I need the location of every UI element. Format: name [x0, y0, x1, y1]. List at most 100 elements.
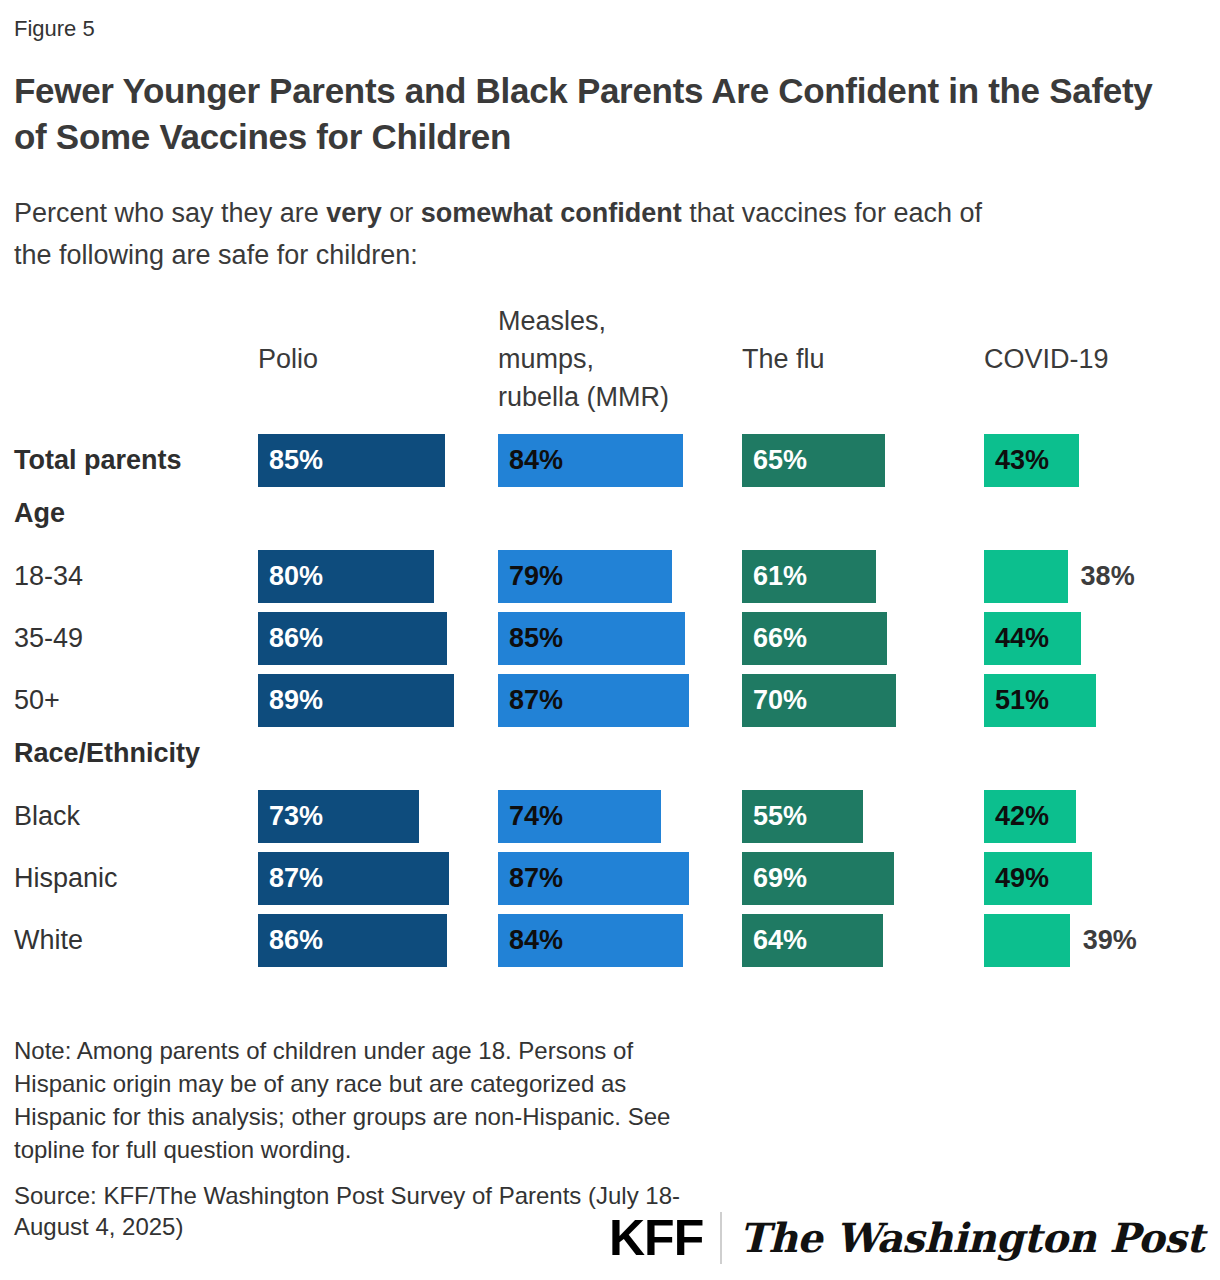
bar-value-label: 65% — [742, 445, 807, 476]
bar-cell-the-flu-total-parents: 65% — [742, 434, 984, 487]
bar-value-label: 38% — [1068, 561, 1135, 592]
bar-value-label: 85% — [258, 445, 323, 476]
bar-chart: Polio Measles, mumps, rubella (MMR) The … — [14, 302, 1206, 967]
bar-the-flu-35-49: 66% — [742, 612, 887, 665]
kff-logo: KFF — [609, 1212, 703, 1264]
bar-cell-polio-total-parents: 85% — [258, 434, 498, 487]
note-text: Note: Among parents of children under ag… — [14, 1034, 704, 1166]
bar-value-label: 51% — [984, 685, 1049, 716]
bar-polio-hispanic: 87% — [258, 852, 449, 905]
bar-value-label: 89% — [258, 685, 323, 716]
bar-row-50: 50+89% 87% 70%51% — [14, 674, 1206, 727]
bar-covid-19-total-parents: 43% — [984, 434, 1079, 487]
bar-covid-19-18-34 — [984, 550, 1068, 603]
chart-title: Fewer Younger Parents and Black Parents … — [14, 68, 1174, 160]
bar-cell-measles-mumps-rubella-mmr-50: 87% — [498, 674, 742, 727]
bar-cell-measles-mumps-rubella-mmr-total-parents: 84% — [498, 434, 742, 487]
bar-cell-polio-black: 73% — [258, 790, 498, 843]
bar-cell-the-flu-black: 55% — [742, 790, 984, 843]
bar-polio-total-parents: 85% — [258, 434, 445, 487]
column-header-covid19: COVID-19 — [984, 340, 1206, 378]
row-label-white: White — [14, 925, 258, 956]
bar-cell-covid-19-18-34: 38% — [984, 550, 1206, 603]
bar-cell-covid-19-35-49: 44% — [984, 612, 1206, 665]
figure-label: Figure 5 — [14, 16, 1206, 42]
bar-covid-19-white — [984, 914, 1070, 967]
bar-covid-19-50: 51% — [984, 674, 1096, 727]
row-label-50: 50+ — [14, 685, 258, 716]
bar-value-label: 87% — [498, 685, 563, 716]
bar-value-label: 49% — [984, 863, 1049, 894]
group-header-age: Age — [14, 496, 1206, 530]
bar-measles-mumps-rubella-mmr-black: 74% — [498, 790, 661, 843]
bar-row-18-34: 18-3480% 79% 61% 38% — [14, 550, 1206, 603]
bar-value-label: 86% — [258, 623, 323, 654]
bar-polio-35-49: 86% — [258, 612, 447, 665]
logo-lockup: KFF The Washington Post — [609, 1212, 1204, 1264]
bar-value-label: 79% — [498, 561, 563, 592]
bar-value-label: 86% — [258, 925, 323, 956]
bar-value-label: 87% — [258, 863, 323, 894]
bar-cell-measles-mumps-rubella-mmr-white: 84% — [498, 914, 742, 967]
bar-covid-19-black: 42% — [984, 790, 1076, 843]
bar-row-black: Black73% 74% 55% 42% — [14, 790, 1206, 843]
bar-value-label: 87% — [498, 863, 563, 894]
bar-measles-mumps-rubella-mmr-18-34: 79% — [498, 550, 672, 603]
subtitle-text-prefix: Percent who say they are — [14, 198, 326, 228]
subtitle-bold-somewhat-confident: somewhat confident — [421, 198, 682, 228]
column-header-mmr: Measles, mumps, rubella (MMR) — [498, 302, 742, 416]
bar-cell-the-flu-50: 70% — [742, 674, 984, 727]
row-label-35-49: 35-49 — [14, 623, 258, 654]
bar-covid-19-hispanic: 49% — [984, 852, 1092, 905]
bar-measles-mumps-rubella-mmr-35-49: 85% — [498, 612, 685, 665]
bar-measles-mumps-rubella-mmr-total-parents: 84% — [498, 434, 683, 487]
chart-body: Total parents85%84%65%43%Age18-3480%79%6… — [14, 434, 1206, 967]
bar-cell-covid-19-hispanic: 49% — [984, 852, 1206, 905]
bar-cell-measles-mumps-rubella-mmr-black: 74% — [498, 790, 742, 843]
figure-page: Figure 5 Fewer Younger Parents and Black… — [0, 0, 1220, 1280]
bar-cell-polio-white: 86% — [258, 914, 498, 967]
bar-the-flu-black: 55% — [742, 790, 863, 843]
washington-post-logo: The Washington Post — [739, 1212, 1204, 1264]
column-header-row: Polio Measles, mumps, rubella (MMR) The … — [14, 302, 1206, 416]
bar-measles-mumps-rubella-mmr-50: 87% — [498, 674, 689, 727]
bar-cell-covid-19-50: 51% — [984, 674, 1206, 727]
bar-row-white: White86% 84% 64% 39% — [14, 914, 1206, 967]
bar-value-label: 61% — [742, 561, 807, 592]
bar-value-label: 64% — [742, 925, 807, 956]
subtitle-bold-very: very — [326, 198, 382, 228]
bar-value-label: 80% — [258, 561, 323, 592]
bar-cell-polio-18-34: 80% — [258, 550, 498, 603]
bar-the-flu-18-34: 61% — [742, 550, 876, 603]
bar-cell-polio-35-49: 86% — [258, 612, 498, 665]
row-label-black: Black — [14, 801, 258, 832]
bar-cell-measles-mumps-rubella-mmr-hispanic: 87% — [498, 852, 742, 905]
row-label-18-34: 18-34 — [14, 561, 258, 592]
bar-cell-polio-hispanic: 87% — [258, 852, 498, 905]
bar-value-label: 84% — [498, 925, 563, 956]
bar-polio-50: 89% — [258, 674, 454, 727]
bar-polio-18-34: 80% — [258, 550, 434, 603]
bar-cell-the-flu-35-49: 66% — [742, 612, 984, 665]
bar-the-flu-total-parents: 65% — [742, 434, 885, 487]
bar-cell-covid-19-black: 42% — [984, 790, 1206, 843]
bar-polio-white: 86% — [258, 914, 447, 967]
bar-cell-polio-50: 89% — [258, 674, 498, 727]
subtitle-text-mid: or — [382, 198, 421, 228]
row-label-total-parents: Total parents — [14, 445, 258, 476]
bar-value-label: 39% — [1070, 925, 1137, 956]
bar-value-label: 73% — [258, 801, 323, 832]
bar-value-label: 43% — [984, 445, 1049, 476]
bar-value-label: 84% — [498, 445, 563, 476]
logo-divider — [720, 1212, 722, 1264]
bar-polio-black: 73% — [258, 790, 419, 843]
bar-the-flu-hispanic: 69% — [742, 852, 894, 905]
bar-row-total-parents: Total parents85% 84% 65% 43% — [14, 434, 1206, 487]
bar-value-label: 42% — [984, 801, 1049, 832]
bar-value-label: 55% — [742, 801, 807, 832]
bar-cell-measles-mumps-rubella-mmr-35-49: 85% — [498, 612, 742, 665]
group-header-race-ethnicity: Race/Ethnicity — [14, 736, 1206, 770]
bar-measles-mumps-rubella-mmr-white: 84% — [498, 914, 683, 967]
bar-cell-the-flu-hispanic: 69% — [742, 852, 984, 905]
bar-value-label: 69% — [742, 863, 807, 894]
